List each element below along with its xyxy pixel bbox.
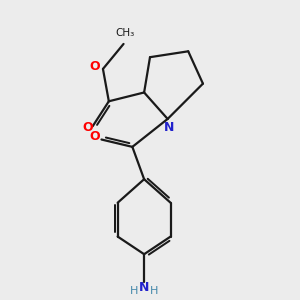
Text: O: O <box>82 121 93 134</box>
Text: H: H <box>150 286 159 296</box>
Text: O: O <box>89 60 100 73</box>
Text: N: N <box>139 281 149 294</box>
Text: N: N <box>164 121 174 134</box>
Text: CH₃: CH₃ <box>116 28 135 38</box>
Text: H: H <box>130 286 138 296</box>
Text: O: O <box>90 130 100 143</box>
